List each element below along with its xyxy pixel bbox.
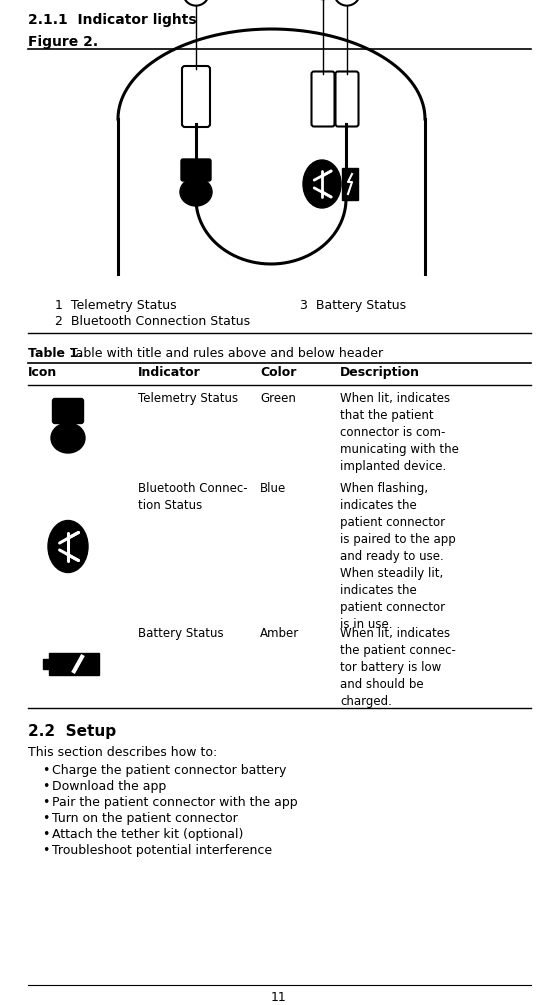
Text: Pair the patient connector with the app: Pair the patient connector with the app	[52, 796, 297, 809]
Text: •: •	[42, 796, 49, 809]
Text: 3  Battery Status: 3 Battery Status	[300, 299, 406, 312]
Text: Download the app: Download the app	[52, 780, 166, 793]
Text: Figure 2.: Figure 2.	[28, 35, 98, 49]
Text: Amber: Amber	[260, 627, 299, 640]
FancyBboxPatch shape	[311, 71, 334, 127]
Text: 2.1.1  Indicator lights: 2.1.1 Indicator lights	[28, 13, 197, 27]
FancyBboxPatch shape	[43, 659, 51, 669]
Text: •: •	[42, 812, 49, 825]
Text: 2.2  Setup: 2.2 Setup	[28, 724, 116, 739]
FancyBboxPatch shape	[335, 71, 358, 127]
Text: Turn on the patient connector: Turn on the patient connector	[52, 812, 238, 825]
Ellipse shape	[303, 160, 341, 208]
Text: Telemetry Status: Telemetry Status	[138, 392, 238, 405]
Text: Battery Status: Battery Status	[138, 627, 224, 640]
Text: This section describes how to:: This section describes how to:	[28, 746, 217, 759]
Text: 2  Bluetooth Connection Status: 2 Bluetooth Connection Status	[55, 315, 250, 328]
FancyBboxPatch shape	[182, 66, 210, 127]
Text: 11: 11	[271, 991, 287, 1004]
Text: Color: Color	[260, 366, 296, 379]
Circle shape	[183, 0, 209, 6]
FancyBboxPatch shape	[53, 399, 83, 423]
Text: •: •	[42, 844, 49, 857]
Text: Icon: Icon	[28, 366, 57, 379]
Text: Attach the tether kit (optional): Attach the tether kit (optional)	[52, 828, 243, 841]
Circle shape	[334, 0, 360, 6]
Text: Table 1.: Table 1.	[28, 347, 83, 360]
Text: Bluetooth Connec-
tion Status: Bluetooth Connec- tion Status	[138, 482, 248, 512]
FancyBboxPatch shape	[181, 159, 211, 181]
Text: Blue: Blue	[260, 482, 286, 495]
Text: 1  Telemetry Status: 1 Telemetry Status	[55, 299, 177, 312]
Ellipse shape	[180, 178, 212, 206]
Text: Description: Description	[340, 366, 420, 379]
FancyBboxPatch shape	[342, 168, 358, 200]
Ellipse shape	[51, 423, 85, 453]
Text: Indicator: Indicator	[138, 366, 201, 379]
Ellipse shape	[48, 521, 88, 573]
Text: When lit, indicates
that the patient
connector is com-
municating with the
impla: When lit, indicates that the patient con…	[340, 392, 459, 473]
Text: When flashing,
indicates the
patient connector
is paired to the app
and ready to: When flashing, indicates the patient con…	[340, 482, 456, 631]
Text: Troubleshoot potential interference: Troubleshoot potential interference	[52, 844, 272, 857]
Text: Table with title and rules above and below header: Table with title and rules above and bel…	[66, 347, 383, 360]
Text: •: •	[42, 828, 49, 841]
Text: When lit, indicates
the patient connec-
tor battery is low
and should be
charged: When lit, indicates the patient connec- …	[340, 627, 456, 708]
Text: •: •	[42, 764, 49, 777]
Text: Charge the patient connector battery: Charge the patient connector battery	[52, 764, 286, 777]
FancyBboxPatch shape	[49, 653, 99, 675]
Text: •: •	[42, 780, 49, 793]
Text: Green: Green	[260, 392, 296, 405]
